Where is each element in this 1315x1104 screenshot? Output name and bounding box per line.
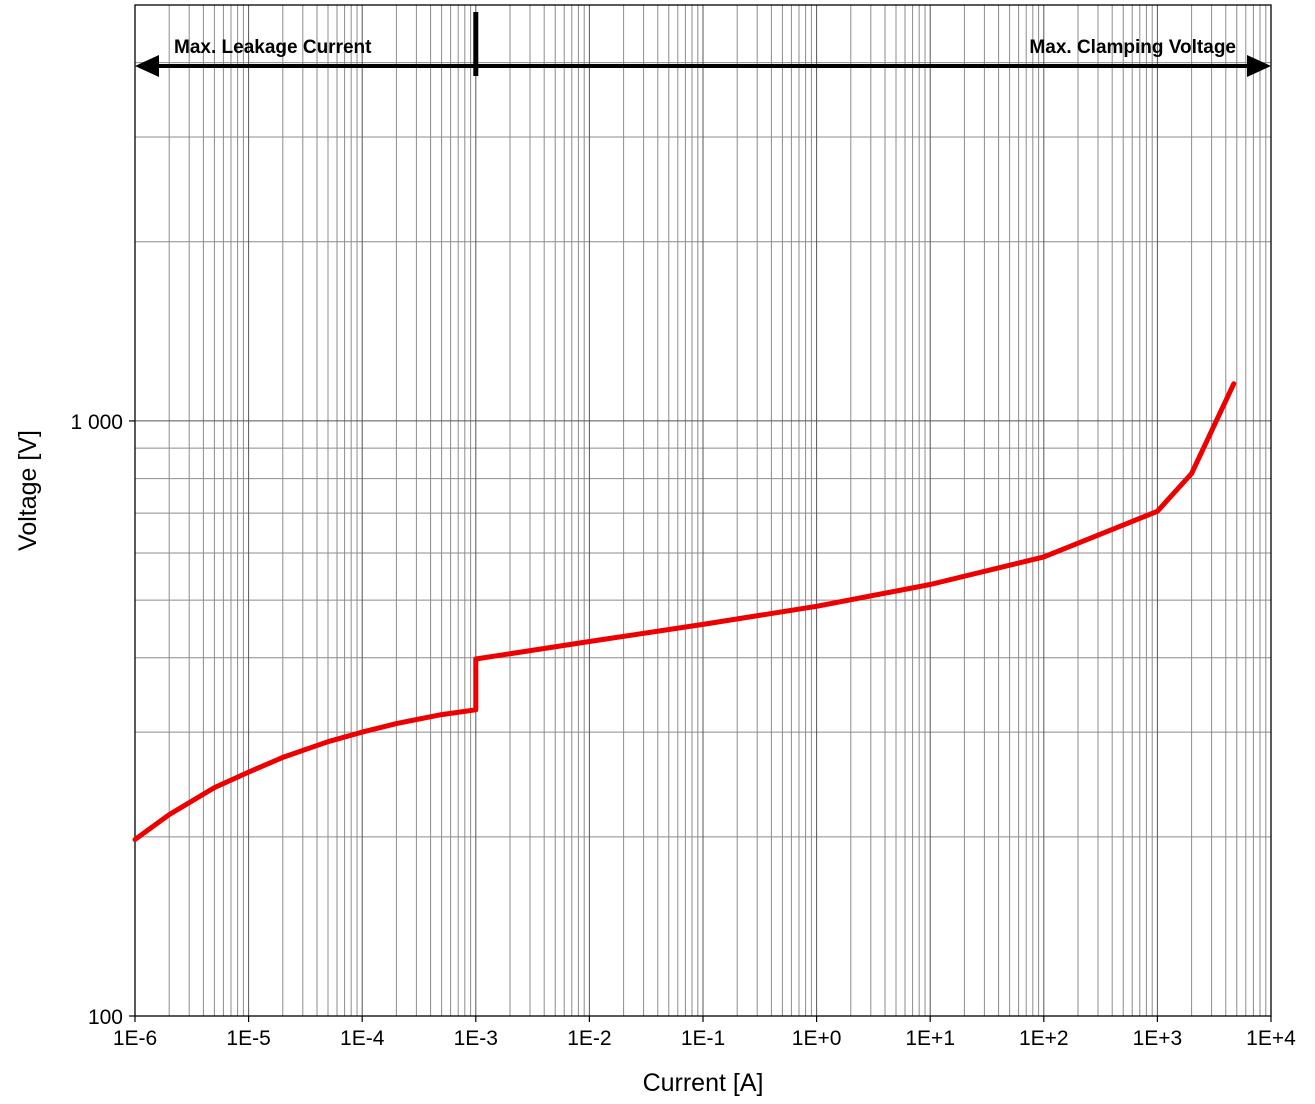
- plot-frame: [134, 4, 1272, 1017]
- x-tick-label: 1E+3: [1133, 1027, 1183, 1050]
- x-tick-label: 1E-4: [340, 1027, 385, 1050]
- x-tick-label: 1E-1: [681, 1027, 725, 1050]
- x-tick-label: 1E+1: [905, 1027, 955, 1050]
- series-layer: [132, 381, 1237, 842]
- x-tick-labels: 1E-6 1E-5 1E-4 1E-3 1E-2 1E-1 1E+0 1E+1 1E+2 1E+3…: [113, 1027, 1296, 1050]
- x-tick-label: 1E+0: [792, 1027, 842, 1050]
- y-tick-label: 100: [88, 1006, 123, 1029]
- series-line: [132, 381, 1237, 842]
- x-axis-title: Current [A]: [643, 1069, 764, 1097]
- left-region-label: Max. Leakage Current: [174, 37, 372, 58]
- y-tick-labels: 100 1 000: [70, 411, 123, 1029]
- arrow-head-right: [1247, 55, 1271, 77]
- annotation-layer: Max. Leakage Current Max. Clamping Volta…: [135, 12, 1271, 77]
- x-tick-label: 1E-5: [226, 1027, 270, 1050]
- x-tick-label: 1E-3: [454, 1027, 498, 1050]
- arrow-head-left: [135, 55, 159, 77]
- x-tick-label: 1E+4: [1246, 1027, 1296, 1050]
- right-region-label: Max. Clamping Voltage: [1029, 37, 1236, 58]
- y-tick-label: 1 000: [70, 411, 123, 434]
- x-tick-label: 1E-6: [113, 1027, 157, 1050]
- y-axis-title: Voltage [V]: [14, 430, 42, 551]
- x-tick-label: 1E+2: [1019, 1027, 1069, 1050]
- x-tick-label: 1E-2: [567, 1027, 611, 1050]
